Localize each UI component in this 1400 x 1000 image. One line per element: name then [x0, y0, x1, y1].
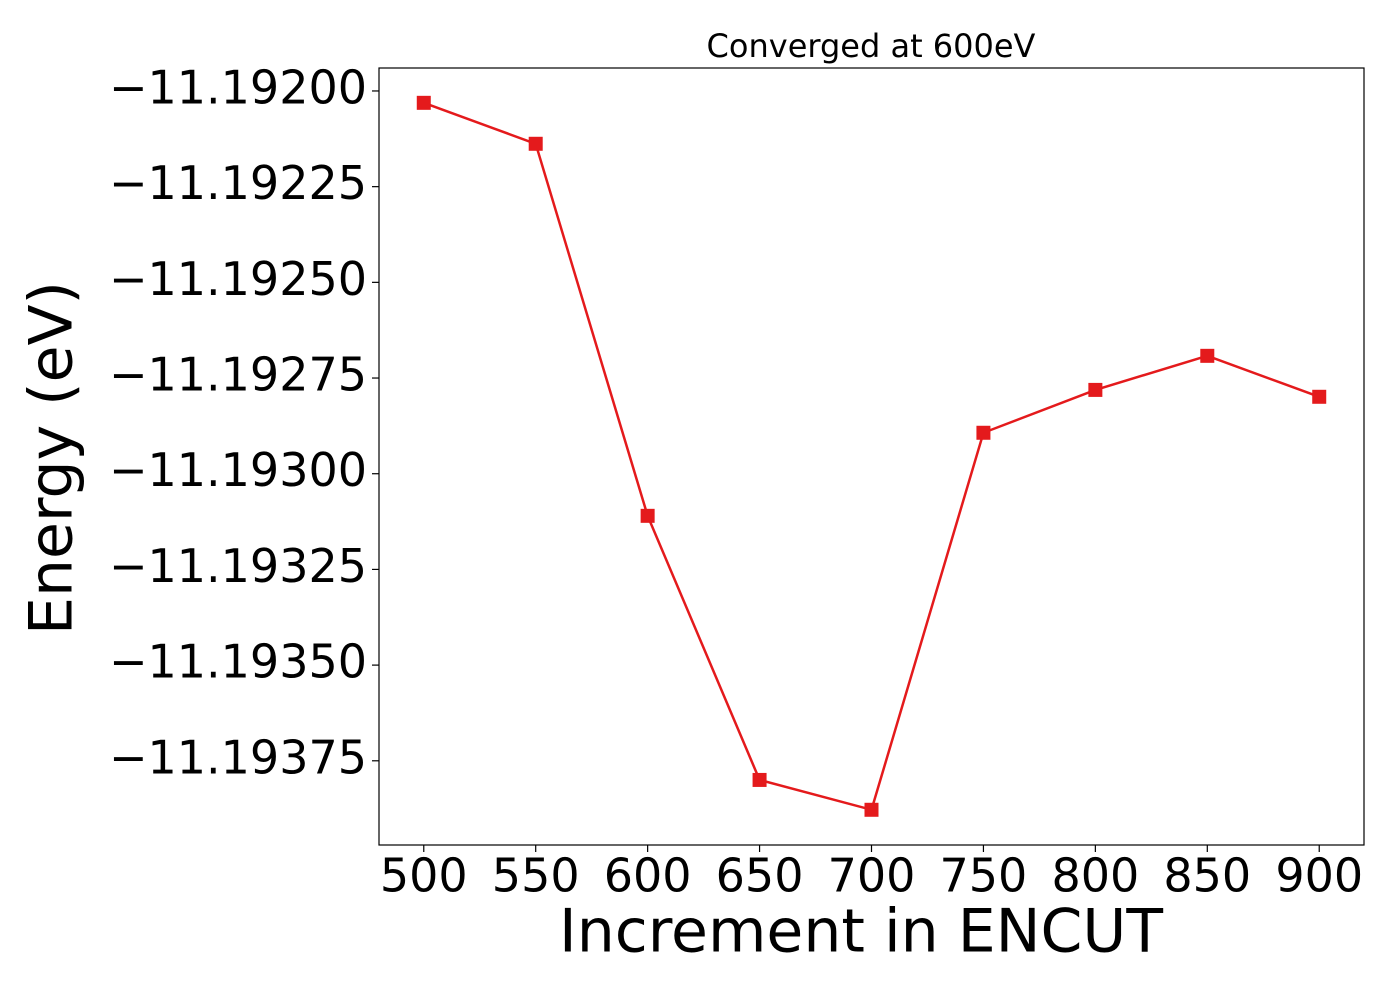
data-point	[752, 772, 767, 787]
y-tick-label: −11.19350	[109, 635, 367, 689]
data-point	[1312, 389, 1327, 404]
y-tick-label: −11.19375	[109, 730, 367, 784]
y-tick-label: −11.19300	[109, 443, 367, 497]
x-tick-label: 750	[940, 849, 1028, 903]
y-axis-label: Energy (eV)	[17, 281, 87, 635]
y-tick-label: −11.19325	[109, 539, 367, 593]
x-tick-label: 900	[1275, 849, 1363, 903]
data-point	[976, 425, 991, 440]
data-point	[864, 802, 879, 817]
data-point	[640, 508, 655, 523]
y-tick-label: −11.19200	[109, 60, 367, 114]
x-tick-label: 600	[604, 849, 692, 903]
x-tick-label: 650	[716, 849, 804, 903]
x-tick-label: 850	[1163, 849, 1251, 903]
chart-title: Converged at 600eV	[707, 27, 1036, 65]
x-tick-label: 700	[828, 849, 916, 903]
data-point	[416, 95, 431, 110]
data-line	[423, 101, 1320, 812]
x-tick-label: 800	[1051, 849, 1139, 903]
y-tick-label: −11.19250	[109, 252, 367, 306]
y-tick-label: −11.19275	[109, 348, 367, 402]
x-axis-label: Increment in ENCUT	[559, 897, 1163, 967]
x-tick-label: 500	[380, 849, 468, 903]
plot-frame	[378, 67, 1365, 846]
data-point	[1200, 348, 1215, 363]
y-tick-label: −11.19225	[109, 156, 367, 210]
data-point	[1088, 382, 1103, 397]
data-point	[528, 136, 543, 151]
x-tick-label: 550	[492, 849, 580, 903]
